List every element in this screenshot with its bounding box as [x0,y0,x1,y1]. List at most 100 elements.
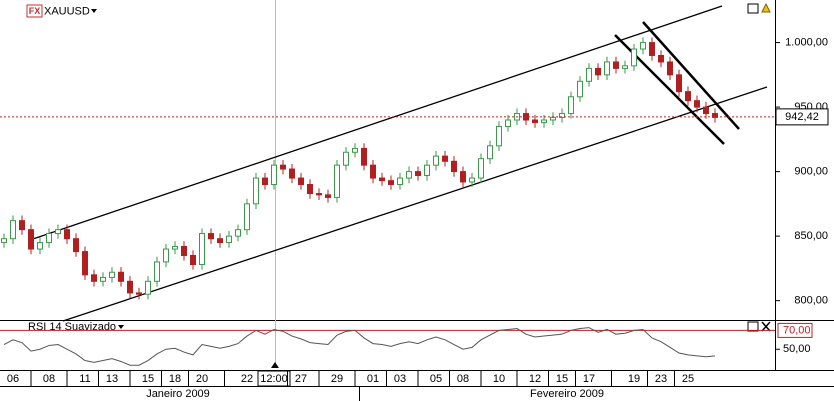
candle-body [361,147,367,166]
candle-body [577,80,583,98]
month-label: Janeiro 2009 [146,388,210,400]
rsi-line [3,327,716,366]
candle-body [163,248,169,263]
candle-body [271,164,277,186]
candle-body [316,193,322,196]
x-tick-label: 22 [241,373,253,385]
candle-body [199,233,205,266]
candle-body [10,220,16,240]
candle-body [181,245,187,256]
candle-body [343,151,349,166]
candle-body [253,177,259,205]
candle-body [82,251,88,276]
candle-body [505,119,511,127]
scroll-icon[interactable] [761,2,771,13]
symbol-dropdown[interactable] [91,9,97,13]
candle-body [622,65,628,69]
rsi-maximize[interactable] [747,321,759,332]
rsi-title[interactable]: RSI 14 Suavizado [28,321,116,333]
x-tick-label: 12 [529,373,541,385]
x-tick-label: 01 [367,373,379,385]
candle-body [298,177,304,186]
candle-body [190,254,196,266]
candle-body [676,74,682,93]
candle-body [685,91,691,102]
y-tick-label: 800,00 [794,295,828,307]
candle-body [532,119,538,124]
x-tick-label: 13 [106,373,118,385]
x-tick-label: 10 [493,373,505,385]
candle-body [667,61,673,76]
candle-body [55,229,61,235]
candle-body [658,54,664,63]
candle-body [64,229,70,240]
candle-body [433,155,439,166]
candle-body [46,233,52,244]
candle-body [469,177,475,183]
candle-body [631,48,637,67]
candle-body [586,67,592,82]
badge: FX [29,6,41,16]
candle-body [307,184,313,195]
candle-body [478,158,484,179]
candle-body [379,177,385,182]
last-price-box [775,108,829,126]
candle-body [568,96,574,115]
x-tick-label: 15 [556,373,568,385]
candle-body [694,100,700,108]
candle-body [541,119,547,124]
candle-body [325,194,331,198]
candle-body [37,242,43,250]
x-tick-label: 15 [142,373,154,385]
candle-body [703,106,709,115]
x-tick-label: 05 [430,373,442,385]
candle-body [424,164,430,176]
candle-body [91,274,97,282]
x-tick-label: 08 [43,373,55,385]
last-price-label: 942,42 [785,111,819,123]
month-label: Fevereiro 2009 [530,388,604,400]
candle-body [451,160,457,173]
channel-upper [29,5,723,241]
candle-body [127,280,133,294]
candle-body [604,61,610,76]
candle-body [640,42,646,50]
candle-body [136,292,142,295]
trend-lines [29,5,768,322]
candle-body [109,271,115,278]
x-tick-label: 11 [79,373,90,385]
candle-body [712,113,718,118]
x-tick-label: 19 [628,373,640,385]
candle-body [352,147,358,153]
badge-box [26,4,43,18]
candle-body [1,238,7,244]
candle-body [244,203,250,231]
candle-body [460,171,466,183]
candle-body [19,220,25,231]
channel-lower [62,86,768,322]
candle-body [280,164,286,170]
rsi-close[interactable] [761,321,771,332]
rsi-dropdown[interactable] [118,325,124,329]
falling-upper [642,21,740,130]
candle-body [208,233,214,240]
candle-body [262,177,268,186]
crosshair-marker [271,362,279,368]
candle-body [226,235,232,244]
candle-body [496,125,502,147]
date-axis [0,370,834,401]
candle-body [406,171,412,179]
y-tick-label: 900,00 [794,166,828,178]
candle-body [613,61,619,69]
candle-body [550,116,556,121]
x-tick-label: 17 [583,373,595,385]
candle-body [100,276,106,282]
candle-body [28,229,34,250]
maximize-button[interactable] [747,3,759,14]
symbol-title[interactable]: XAUUSD [44,5,90,17]
candle-body [172,245,178,250]
x-tick-label: 03 [394,373,406,385]
candle-body [595,67,601,76]
